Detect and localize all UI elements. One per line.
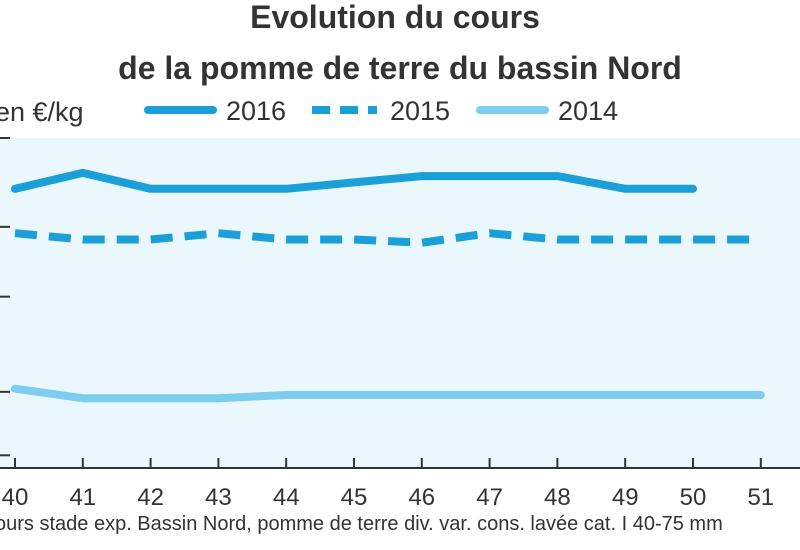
series-line-2016 [11,168,697,193]
x-tick-label-46: 46 [408,484,435,511]
chart-subtitle: de la pomme de terre du bassin Nord [118,50,682,86]
plot-background [0,138,800,468]
x-tick-label-49: 49 [612,484,639,511]
axis-layer: 40 41 42 43 44 45 46 47 48 49 50 51 [0,137,800,511]
x-tick-label-47: 47 [476,484,503,511]
chart-title: Evolution du cours [250,0,540,35]
x-tick-label-44: 44 [273,484,300,511]
x-tick-label-42: 42 [137,484,164,511]
legend-label-2014: 2014 [558,96,618,126]
x-tick-label-50: 50 [680,484,707,511]
series-layer [11,168,765,403]
series-line-2015 [14,229,761,247]
x-tick-label-51: 51 [747,484,774,511]
x-tick-label-40: 40 [2,484,29,511]
source-note: ours stade exp. Bassin Nord, pomme de te… [0,513,723,535]
legend: 2016 2015 2014 [144,96,618,126]
series-line-2014 [11,384,765,403]
y-axis-unit-label: en €/kg [0,97,84,127]
x-tick-label-41: 41 [69,484,96,511]
legend-label-2016: 2016 [226,96,286,126]
x-tick-label-43: 43 [205,484,232,511]
legend-label-2015: 2015 [390,96,450,126]
x-tick-label-48: 48 [544,484,571,511]
x-tick-label-45: 45 [341,484,368,511]
